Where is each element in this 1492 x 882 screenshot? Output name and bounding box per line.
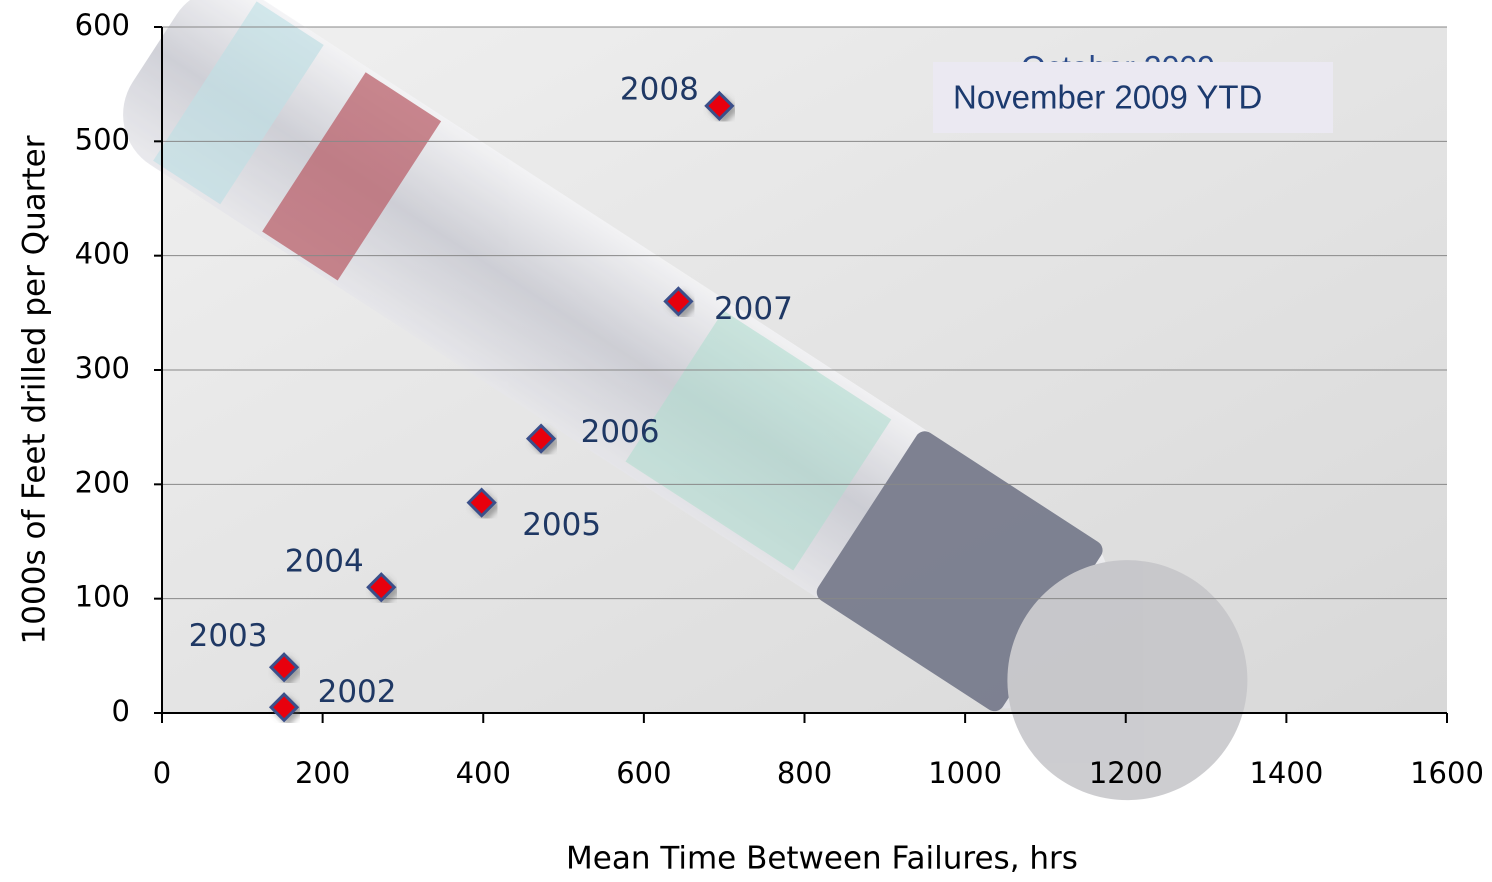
x-tick-label: 1200 — [1089, 756, 1163, 790]
data-label: 2004 — [285, 544, 364, 580]
x-tick-label: 1400 — [1249, 756, 1323, 790]
annotation-box — [933, 62, 1333, 133]
annotation: November 2009 YTD — [953, 79, 1262, 116]
data-label: 2005 — [522, 507, 601, 543]
marker — [268, 652, 300, 683]
x-tick-label: 600 — [616, 756, 671, 790]
data-label: 2008 — [620, 71, 699, 107]
x-tick-label: 1000 — [928, 756, 1002, 790]
marker — [466, 487, 497, 518]
x-tick-label: 1600 — [1410, 756, 1484, 790]
marker — [525, 423, 557, 454]
x-tick-label: 0 — [153, 756, 171, 790]
marker — [704, 90, 735, 122]
y-axis-title: 1000s of Feet drilled per Quarter — [17, 135, 53, 644]
data-label: 2002 — [318, 674, 397, 710]
x-tick-label: 800 — [777, 756, 832, 790]
x-tick-label: 400 — [456, 756, 511, 790]
marker — [268, 692, 300, 723]
y-tick-label: 0 — [112, 694, 130, 728]
marker — [366, 572, 397, 603]
y-tick-label: 400 — [75, 237, 130, 271]
data-label: 2007 — [714, 291, 793, 327]
x-axis-title: Mean Time Between Failures, hrs — [566, 841, 1078, 877]
y-tick-label: 200 — [75, 465, 130, 499]
y-tick-label: 600 — [75, 8, 130, 42]
background-illustration — [123, 0, 1248, 801]
marker — [663, 286, 694, 317]
y-tick-label: 300 — [75, 351, 130, 385]
x-tick-label: 200 — [295, 756, 350, 790]
y-tick-label: 100 — [75, 580, 130, 614]
data-label: 2006 — [581, 414, 660, 450]
data-label: 2003 — [189, 618, 268, 654]
y-tick-label: 500 — [75, 122, 130, 156]
